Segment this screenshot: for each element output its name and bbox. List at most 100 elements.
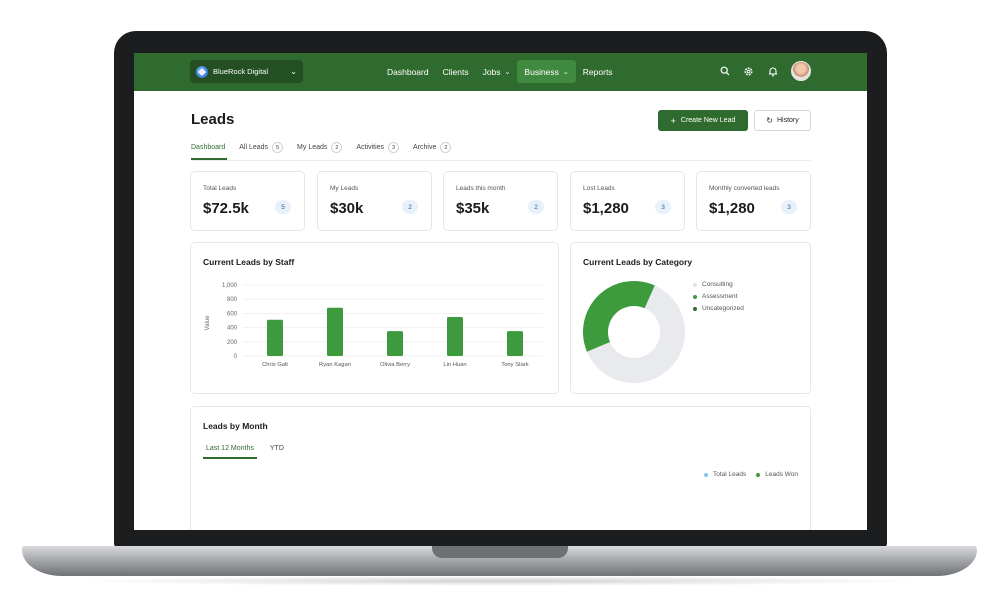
nav-item-label: Clients [442, 66, 469, 77]
nav-item-reports[interactable]: Reports [576, 60, 620, 83]
nav-item-label: Business [524, 66, 559, 77]
history-button[interactable]: ↻ History [754, 110, 811, 131]
chevron-down-icon: ⌄ [290, 67, 297, 76]
tab-label: Activities [356, 144, 385, 151]
kpi-count-badge: 3 [655, 200, 671, 214]
plus-icon: + [670, 115, 676, 126]
legend-item-uncategorized: Uncategorized [693, 305, 744, 312]
nav-item-clients[interactable]: Clients [436, 60, 476, 83]
tab-count-badge: 3 [388, 142, 400, 153]
kpi-value: $72.5k [203, 200, 249, 217]
kpi-label: Monthly converted leads [709, 185, 780, 192]
brand-logo-icon [196, 65, 208, 78]
panel-title: Leads by Month [203, 421, 268, 431]
legend-swatch [693, 294, 697, 299]
legend-label: Uncategorized [702, 305, 744, 312]
gear-icon[interactable] [743, 66, 754, 77]
bell-icon[interactable] [767, 66, 778, 77]
legend-swatch [703, 472, 708, 477]
kpi-label: Lost Leads [583, 185, 615, 192]
panel-title: Current Leads by Staff [203, 257, 295, 267]
tab-archive[interactable]: Archive 2 [413, 141, 453, 160]
tab-all-leads[interactable]: All Leads 5 [239, 141, 285, 160]
create-new-lead-label: Create New Lead [680, 117, 736, 124]
category-legend: Consulting Assessment Uncategorized [693, 281, 744, 317]
kpi-label: My Leads [330, 185, 359, 192]
tab-last-12-months[interactable]: Last 12 Months [203, 443, 257, 459]
kpi-count-badge: 2 [402, 200, 418, 214]
legend-swatch [693, 306, 697, 311]
nav-item-dashboard[interactable]: Dashboard [380, 60, 436, 83]
tab-label: My Leads [297, 144, 328, 151]
kpi-count-badge: 3 [781, 200, 797, 214]
x-tick-label: Ryan Kagan [319, 362, 351, 368]
header-actions [719, 61, 811, 81]
legend-label: Consulting [702, 281, 733, 288]
page-title: Leads [191, 111, 235, 128]
y-tick-label: 800 [227, 297, 238, 303]
legend-item-leads-won: Leads Won [756, 471, 798, 478]
kpi-label: Leads this month [456, 185, 506, 192]
y-tick-label: 1,000 [222, 283, 238, 289]
legend-item-total-leads: Total Leads [703, 471, 746, 478]
x-tick-label: Lin Huan [443, 362, 466, 368]
y-tick-label: 200 [227, 340, 238, 346]
slice-assessment [583, 281, 655, 352]
leads-by-category-panel: Current Leads by Category Consulting Asse… [570, 242, 811, 394]
create-new-lead-button[interactable]: + Create New Lead [658, 110, 748, 131]
kpi-count-badge: 2 [528, 200, 544, 214]
tab-dashboard[interactable]: Dashboard [191, 141, 228, 160]
legend-label: Assessment [702, 293, 738, 300]
tab-my-leads[interactable]: My Leads 2 [297, 141, 344, 160]
kpi-card: Monthly converted leads $1,280 3 [696, 171, 811, 231]
history-icon: ↻ [766, 116, 773, 125]
category-donut-chart [583, 281, 685, 383]
month-bar-chart [191, 407, 812, 530]
bar-olivia-berry [387, 331, 403, 356]
tab-label: Archive [413, 144, 437, 151]
bar-tony-stark [507, 331, 523, 356]
kpi-card: Total Leads $72.5k 5 [190, 171, 305, 231]
kpi-card: Lost Leads $1,280 3 [570, 171, 685, 231]
legend-swatch [693, 282, 697, 287]
kpi-label: Total Leads [203, 185, 237, 192]
x-tick-label: Chris Galt [262, 362, 288, 368]
kpi-card: Leads this month $35k 2 [443, 171, 558, 231]
kpi-value: $30k [330, 200, 364, 217]
bar-ryan-kagan [327, 307, 343, 356]
nav-item-jobs[interactable]: Jobs ⌄ [476, 60, 518, 83]
x-tick-label: Tony Stark [501, 362, 528, 368]
tab-ytd[interactable]: YTD [269, 445, 284, 452]
kpi-value: $1,280 [709, 200, 755, 217]
legend-item-assessment: Assessment [693, 293, 744, 300]
leads-tabs: Dashboard All Leads 5 My Leads 2 Activities 3 A… [191, 141, 811, 161]
nav-item-label: Jobs [482, 66, 501, 77]
brand-name: BlueRock Digital [213, 67, 269, 76]
y-tick-label: 0 [234, 354, 238, 360]
tab-count-badge: 2 [440, 142, 452, 153]
kpi-value: $35k [456, 200, 490, 217]
x-tick-label: Olivia Berry [380, 362, 410, 368]
legend-item-consulting: Consulting [693, 281, 744, 288]
history-label: History [776, 117, 799, 124]
tab-count-badge: 2 [331, 142, 343, 153]
tab-count-badge: 5 [272, 142, 284, 153]
user-avatar[interactable] [791, 61, 811, 81]
y-tick-label: 400 [227, 326, 238, 332]
chevron-down-icon: ⌄ [504, 68, 511, 76]
month-legend: Total Leads Leads Won [703, 471, 798, 478]
tab-label: Dashboard [191, 144, 226, 151]
bar-chris-galt [267, 319, 283, 356]
y-axis-label: Value [205, 315, 211, 331]
kpi-card: My Leads $30k 2 [317, 171, 432, 231]
workspace-switcher[interactable]: BlueRock Digital ⌄ [190, 60, 303, 83]
legend-label: Leads Won [765, 471, 798, 478]
laptop-shadow [70, 576, 930, 586]
app-screen: BlueRock Digital ⌄ Dashboard Clients Jobs ⌄… [134, 53, 867, 530]
tab-activities[interactable]: Activities 3 [356, 141, 401, 160]
slice-consulting [586, 285, 685, 383]
laptop-notch [432, 546, 568, 558]
search-icon[interactable] [719, 66, 730, 77]
nav-item-business[interactable]: Business ⌄ [517, 60, 576, 83]
